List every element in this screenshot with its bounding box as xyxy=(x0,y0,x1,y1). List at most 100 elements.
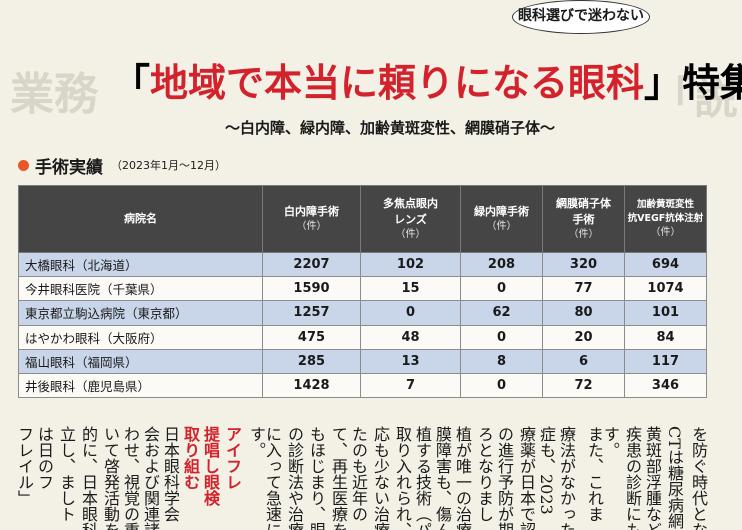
table-row: 井後眼科（鹿児島県） 1428 7 0 72 346 xyxy=(18,372,707,399)
header-label: 緑内障手術 xyxy=(474,204,529,218)
title-main: 地域で本当に頼りになる眼科 xyxy=(150,61,645,105)
article-column: いて啓発活動を xyxy=(101,426,120,530)
table-cell: 1590 xyxy=(262,276,361,302)
article-column: 植する技術（パ xyxy=(413,426,432,530)
table-header-row: 病院名 白内障手術 （件） 多焦点眼内 レンズ （件） 緑内障手術 （件） 網膜硝子体… xyxy=(18,185,707,253)
article-column: の診断法や治療 xyxy=(285,426,304,530)
article-column: 取り入れられ、 xyxy=(393,426,412,530)
table-cell: 62 xyxy=(460,300,543,326)
table-cell: 20 xyxy=(542,324,625,350)
table-cell: 80 xyxy=(542,300,625,326)
article-column: 療法がなかった xyxy=(557,426,576,530)
table-cell: 285 xyxy=(262,348,361,374)
header-unit: （件） xyxy=(296,220,327,232)
table-cell: 8 xyxy=(460,348,543,374)
title-suffix: 特集 xyxy=(682,61,742,105)
header-unit: （件） xyxy=(395,228,426,240)
table-cell: 7 xyxy=(360,372,461,399)
header-label: 網膜硝子体 手術 xyxy=(556,196,611,226)
article-column: また、これま xyxy=(585,426,604,522)
table-row: 大橋眼科（北海道） 2207 102 208 320 694 xyxy=(18,251,707,278)
table-row: 福山眼科（福岡県） 285 13 8 6 117 xyxy=(18,348,707,374)
article-column: て、再生医療を xyxy=(329,426,348,530)
header-unit: （件） xyxy=(650,226,681,238)
header-label: 加齢黄斑変性 抗VEGF抗体注射 xyxy=(627,198,704,224)
article-column: 日本眼科学会 xyxy=(161,426,180,522)
table-cell: 320 xyxy=(542,251,625,278)
table-cell: 1428 xyxy=(262,372,361,399)
title-bracket-open: 「 xyxy=(112,61,151,105)
bullet-dot-icon xyxy=(18,159,29,171)
background-ghost-text-right: 「説 xyxy=(650,73,738,124)
surgery-results-table: 病院名 白内障手術 （件） 多焦点眼内 レンズ （件） 緑内障手術 （件） 網膜硝子体… xyxy=(18,185,707,399)
table-cell: 117 xyxy=(624,348,707,374)
table-cell: 102 xyxy=(360,251,461,278)
table-header-cell: 加齢黄斑変性 抗VEGF抗体注射 （件） xyxy=(624,185,707,253)
header-unit: （件） xyxy=(486,220,517,232)
article-column: は日のフ xyxy=(35,426,54,490)
article-column: 立し、ましト xyxy=(57,426,76,522)
table-header-cell: 病院名 xyxy=(18,185,263,253)
hospital-name-cell: 東京都立駒込病院（東京都） xyxy=(18,300,263,326)
article-column: す。 xyxy=(601,426,620,458)
article-body: フレイル」 は日のフ 立し、ましト 的に、日本眼科 いて啓発活動を わせ、視覚の重 会および… xyxy=(0,426,742,530)
hospital-name-cell: 大橋眼科（北海道） xyxy=(18,251,263,278)
article-column: に入って急速に xyxy=(263,426,282,530)
header-unit: （件） xyxy=(568,228,599,240)
header-label: 病院名 xyxy=(124,212,157,226)
article-column: 疾患の診断にも xyxy=(623,426,642,530)
article-column: の進行予防が期 xyxy=(495,426,514,530)
table-cell: 346 xyxy=(624,372,707,399)
article-column: 提唱し眼検 xyxy=(201,426,220,506)
table-cell: 475 xyxy=(262,324,361,350)
table-cell: 72 xyxy=(542,372,625,399)
page-title: 「地域で本当に頼りになる眼科」特集 xyxy=(112,54,742,112)
table-cell: 6 xyxy=(542,348,625,374)
table-cell: 2207 xyxy=(262,251,361,278)
article-column: 植が唯一の治療 xyxy=(453,426,472,530)
table-row: はやかわ眼科（大阪府） 475 48 0 20 84 xyxy=(18,324,707,350)
header-label: 白内障手術 xyxy=(284,204,339,218)
table-cell: 101 xyxy=(624,300,707,326)
hospital-name-cell: 井後眼科（鹿児島県） xyxy=(18,372,263,399)
article-column: 黄斑部浮腫など xyxy=(643,426,662,530)
article-column: 的に、日本眼科 xyxy=(79,426,98,530)
table-cell: 694 xyxy=(624,251,707,278)
topic-badge: 眼科選びで迷わない xyxy=(512,0,650,34)
article-column: を防ぐ時代とな xyxy=(689,426,708,530)
table-cell: 0 xyxy=(460,324,543,350)
table-cell: 1257 xyxy=(262,300,361,326)
table-header-cell: 緑内障手術 （件） xyxy=(460,185,543,253)
hospital-name-cell: はやかわ眼科（大阪府） xyxy=(18,324,263,350)
article-column: もほじまり、眼 xyxy=(307,426,326,530)
section-period: （2023年1月〜12月） xyxy=(111,159,226,172)
table-cell: 84 xyxy=(624,324,707,350)
background-ghost-text-left: 業務 xyxy=(10,69,98,120)
article-column: 療薬が日本で認 xyxy=(517,426,536,530)
table-cell: 0 xyxy=(460,372,543,399)
section-heading: 手術実績 xyxy=(35,157,103,178)
table-header-cell: 白内障手術 （件） xyxy=(262,185,361,253)
article-column: 応も少ない治療 xyxy=(371,426,390,530)
hospital-name-cell: 福山眼科（福岡県） xyxy=(18,348,263,374)
article-column: わせ、視覚の重 xyxy=(121,426,140,530)
table-cell: 0 xyxy=(460,276,543,302)
table-cell: 77 xyxy=(542,276,625,302)
table-row: 今井眼科医院（千葉県） 1590 15 0 77 1074 xyxy=(18,276,707,302)
hospital-name-cell: 今井眼科医院（千葉県） xyxy=(18,276,263,302)
article-column: 症も、2023 xyxy=(537,426,556,515)
article-column: CTは糖尿病網 xyxy=(665,426,684,529)
table-cell: 48 xyxy=(360,324,461,350)
article-column: 取り組む xyxy=(181,426,200,490)
title-bracket-close: 」 xyxy=(644,61,683,105)
article-column: 膜障害も、傷ん xyxy=(433,426,452,530)
table-cell: 208 xyxy=(460,251,543,278)
article-column: 会および関連諸 xyxy=(141,426,160,530)
table-cell: 13 xyxy=(360,348,461,374)
table-row: 東京都立駒込病院（東京都） 1257 0 62 80 101 xyxy=(18,300,707,326)
table-header-cell: 網膜硝子体 手術 （件） xyxy=(542,185,625,253)
page-subtitle: 〜白内障、緑内障、加齢黄斑変性、網膜硝子体〜 xyxy=(224,119,555,137)
article-column: フレイル」 xyxy=(15,426,34,506)
table-header-cell: 多焦点眼内 レンズ （件） xyxy=(360,185,461,253)
article-column: たのも近年の xyxy=(349,426,368,522)
